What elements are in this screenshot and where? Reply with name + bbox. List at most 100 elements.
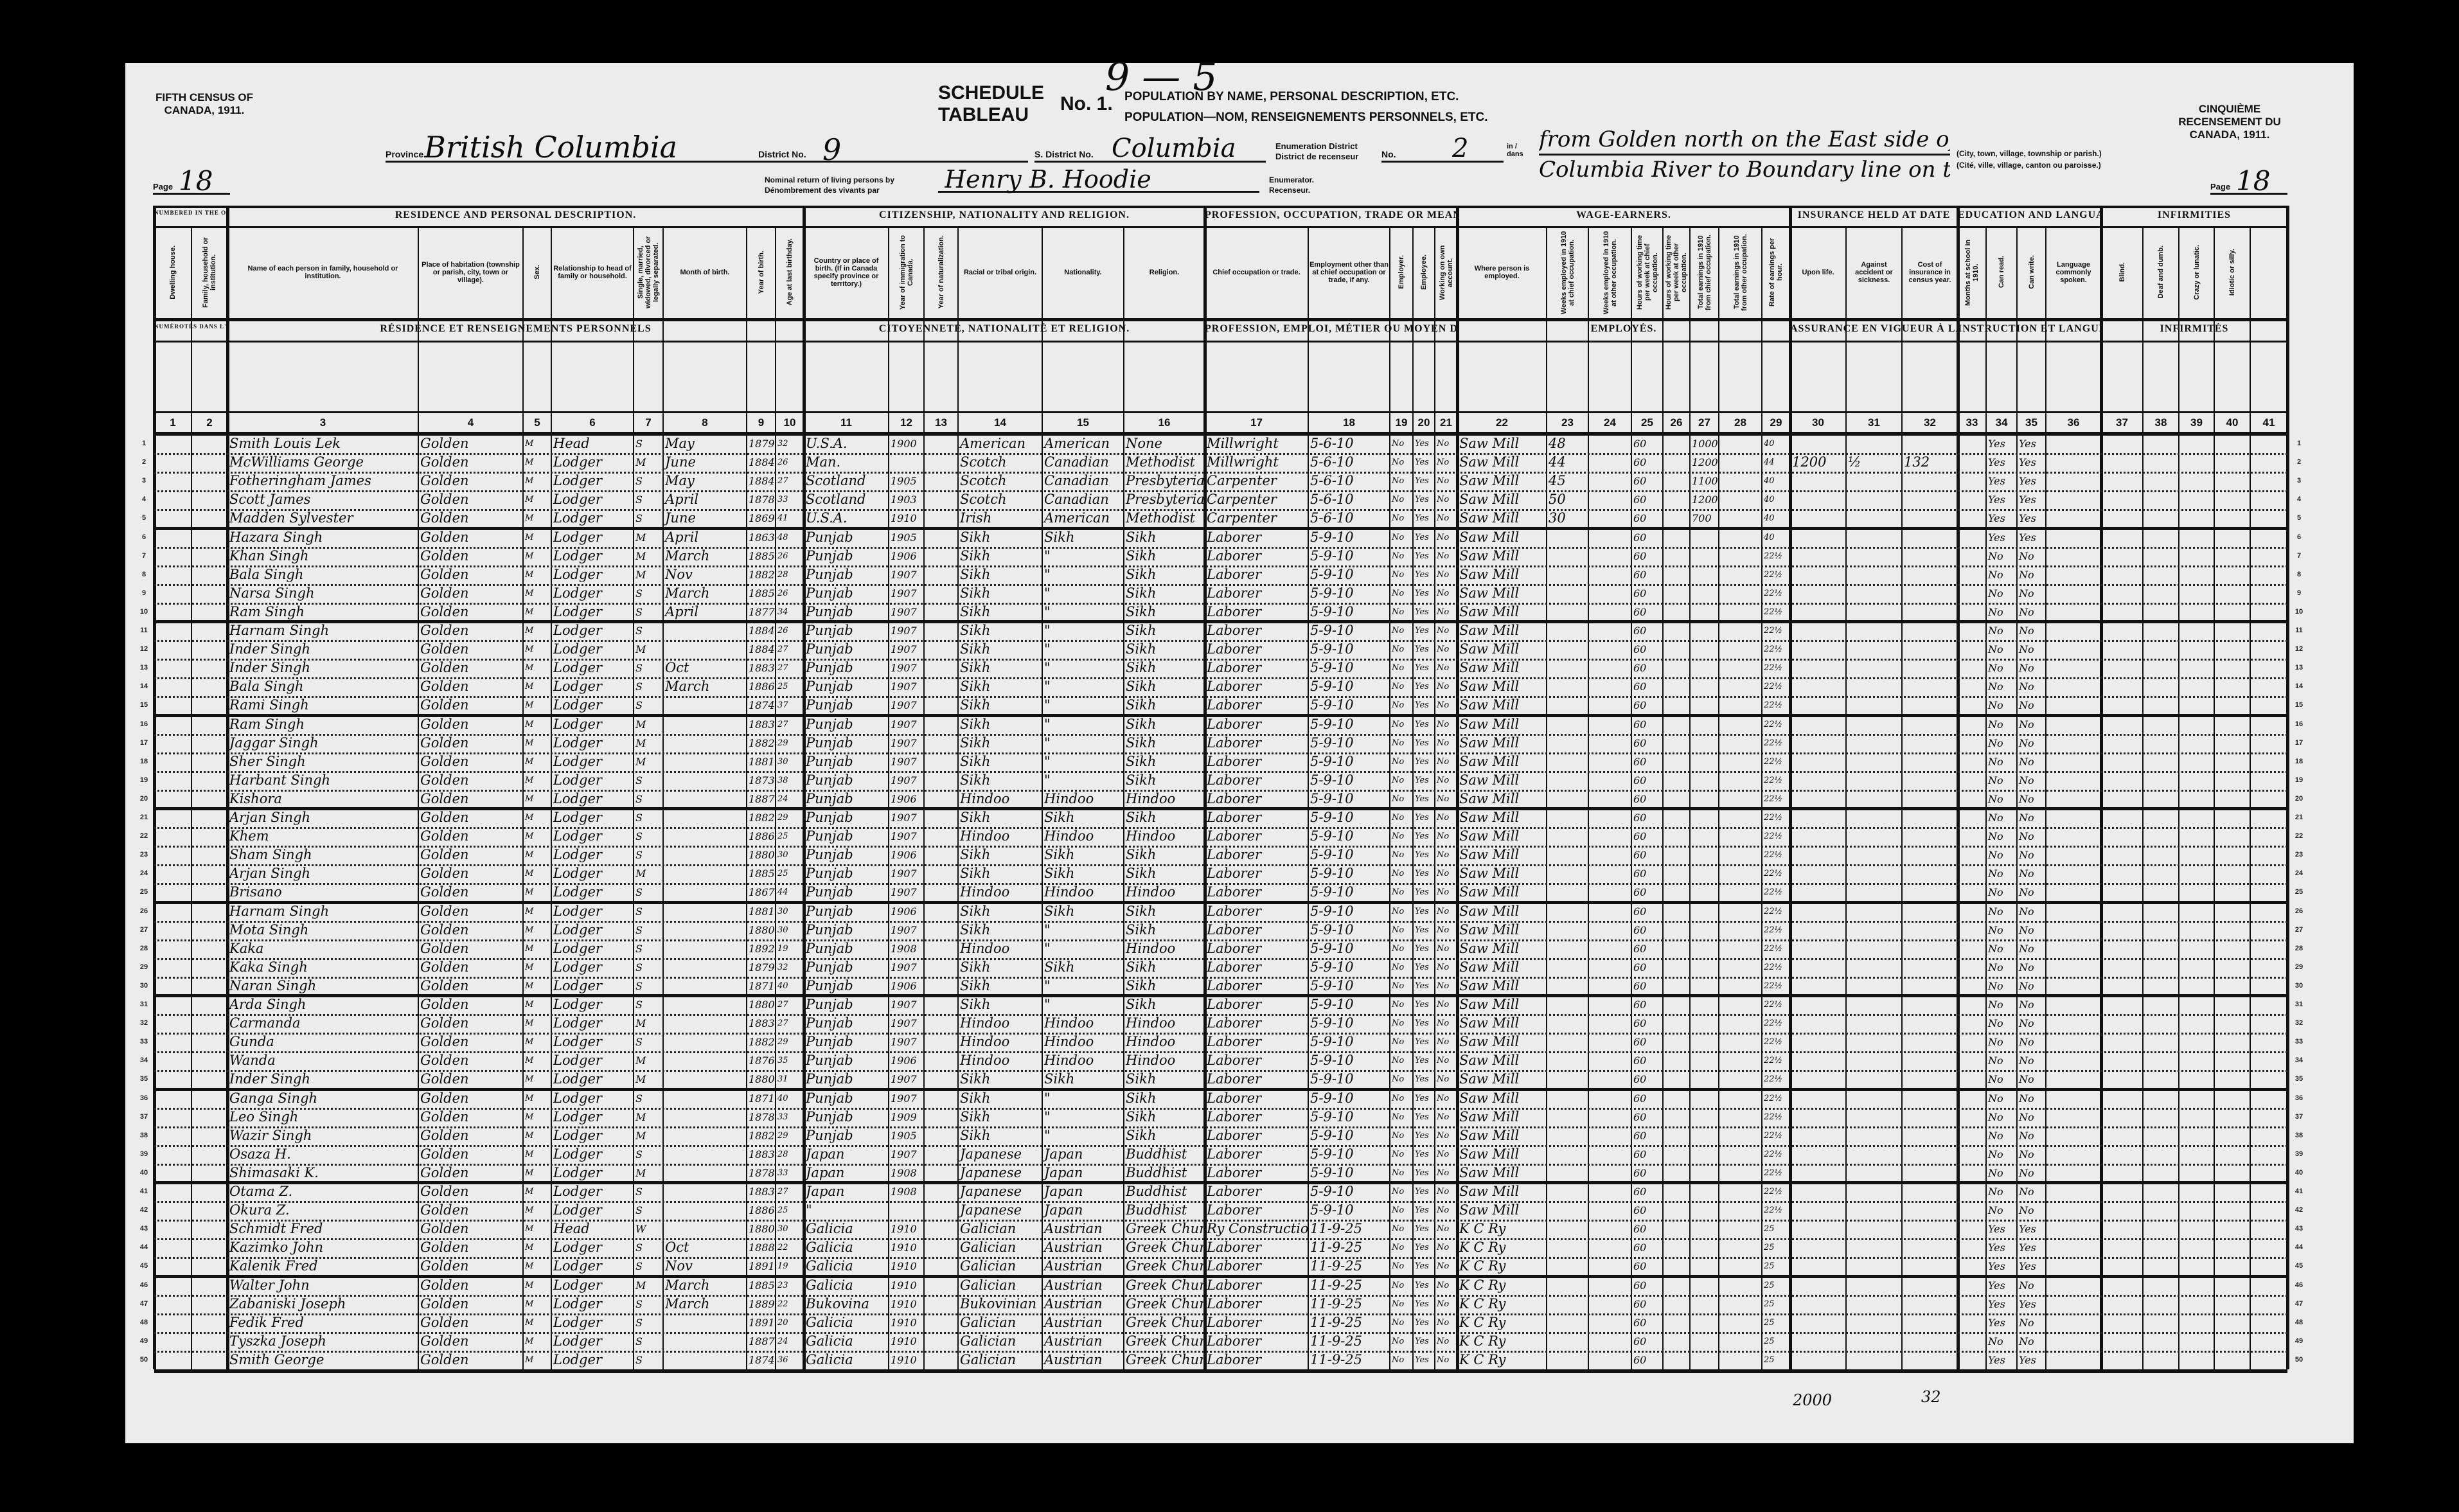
cell-col-12: 1906: [891, 905, 917, 918]
cell-col-21: No: [1437, 1336, 1450, 1346]
cell-col-15: Austrian: [1044, 1258, 1103, 1274]
cell-col-14: Sikh: [960, 1071, 991, 1087]
cell-col-20: Yes: [1415, 1093, 1429, 1103]
cell-col-16: Hindoo: [1126, 790, 1176, 806]
cell-col-27: [1690, 902, 1719, 921]
cell-col-32: [1902, 1089, 1958, 1108]
cell-col-5: M: [525, 513, 534, 524]
cell-col-3: Walter John: [229, 1277, 310, 1293]
cell-col-30: [1790, 472, 1846, 490]
group-rule: [1203, 206, 1207, 226]
cell-col-21: No: [1437, 981, 1450, 991]
cell-col-16: Buddhist: [1126, 1202, 1187, 1218]
cell-col-19: No: [1392, 1187, 1405, 1196]
cell-col-10: 34: [777, 607, 788, 617]
cell-col-18: 5-9-10: [1310, 977, 1354, 993]
cell-col-31: [1846, 808, 1902, 827]
cell-col-20: Yes: [1415, 458, 1429, 468]
cell-col-15: Canadian: [1044, 473, 1109, 489]
cell-col-25: 60: [1633, 625, 1647, 637]
cell-col-8: [663, 1145, 747, 1164]
cell-col-31: [1846, 921, 1902, 939]
cell-col-35: No: [2019, 587, 2034, 600]
line-number: 21: [139, 814, 148, 821]
cell-col-34: Yes: [1988, 531, 2005, 544]
cell-col-34: No: [1988, 587, 2003, 600]
cell-col-17: Laborer: [1207, 1108, 1262, 1125]
cell-col-22: Saw Mill: [1459, 1127, 1520, 1143]
cell-col-31: [1846, 734, 1902, 752]
row-rule: [154, 770, 2287, 773]
cell-col-7: M: [635, 867, 646, 880]
cell-col-23: [1547, 846, 1588, 864]
cell-col-35: Yes: [2019, 1241, 2036, 1254]
cell-col-6: Lodger: [553, 1015, 602, 1031]
cell-col-15: Japan: [1044, 1184, 1083, 1199]
cell-col-14: Japanese: [960, 1146, 1022, 1162]
cell-col-32: [1902, 509, 1958, 528]
cell-col-34: Yes: [1988, 438, 2005, 450]
cell-col-14: Sikh: [960, 585, 991, 601]
cell-col-16: Sikh: [1126, 641, 1157, 657]
cell-col-18: 5-9-10: [1310, 603, 1354, 619]
cell-col-10: 30: [777, 850, 788, 860]
column-rule: [1956, 226, 1960, 1369]
cell-col-29: 22½: [1764, 551, 1783, 561]
cell-col-17: Laborer: [1207, 828, 1262, 844]
cell-col-18: 11-9-25: [1310, 1295, 1362, 1312]
cell-col-9: 1880: [749, 1073, 775, 1086]
cell-col-21: No: [1437, 700, 1450, 711]
cell-col-22: Saw Mill: [1459, 866, 1520, 882]
cell-col-6: Lodger: [553, 623, 602, 638]
cell-col-22: Saw Mill: [1459, 1146, 1520, 1162]
cell-col-10: 25: [777, 1205, 788, 1216]
cell-col-31: [1846, 1295, 1902, 1313]
cell-col-31: [1846, 547, 1902, 565]
cell-col-11: Punjab: [806, 1015, 853, 1031]
cell-col-29: 22½: [1764, 1205, 1783, 1216]
cell-col-30: [1790, 1351, 1846, 1369]
cell-col-16: Greek Church: [1126, 1221, 1205, 1237]
cell-col-22: Saw Mill: [1459, 959, 1520, 975]
column-rule: [1546, 226, 1547, 1369]
line-number: 48: [139, 1318, 148, 1326]
cell-col-10: 19: [777, 1261, 788, 1272]
cell-col-23: [1547, 696, 1588, 715]
cell-col-16: Sikh: [1126, 1127, 1157, 1143]
cell-col-8: [663, 1182, 747, 1201]
cell-col-3: Otama Z.: [229, 1184, 293, 1199]
cell-col-6: Lodger: [553, 566, 602, 582]
cell-col-17: Carpenter: [1207, 492, 1277, 508]
cell-col-6: Lodger: [553, 1146, 602, 1162]
cell-col-3: Scott James: [229, 492, 311, 508]
cell-col-17: Laborer: [1207, 1071, 1262, 1087]
cell-col-9: 1883: [749, 662, 775, 675]
cell-col-4: Golden: [420, 529, 469, 545]
cell-col-32: [1902, 883, 1958, 902]
line-number: 30: [139, 981, 148, 990]
column-label-text: Crazy or lunatic.: [2192, 244, 2201, 300]
cell-col-18: 5-9-10: [1310, 716, 1354, 732]
column-rule: [1845, 226, 1847, 1369]
cell-col-6: Lodger: [553, 679, 602, 695]
cell-col-16: Sikh: [1126, 547, 1157, 564]
cell-col-5: M: [525, 943, 534, 954]
cell-col-7: S: [635, 494, 643, 506]
cell-col-32: [1902, 621, 1958, 640]
row-rule: [154, 546, 2287, 549]
cell-col-12: 1907: [891, 1148, 917, 1161]
cell-col-21: No: [1437, 532, 1450, 542]
cell-col-9: 1886: [749, 830, 775, 843]
cell-col-21: No: [1437, 756, 1450, 767]
cell-col-7: S: [635, 662, 643, 675]
column-label-text: Hours of working time per week at chief …: [1635, 235, 1659, 310]
cell-col-11: U.S.A.: [806, 510, 848, 526]
column-number: 32: [1924, 416, 1936, 429]
cell-col-34: No: [1988, 1073, 2003, 1086]
cell-col-21: No: [1437, 439, 1450, 449]
column-label-text: Employment other than at chief occupatio…: [1309, 260, 1389, 284]
cell-col-30: [1790, 771, 1846, 790]
cell-col-15: ": [1044, 940, 1051, 956]
cell-col-14: Galician: [960, 1258, 1016, 1274]
column-rule: [1788, 226, 1792, 1369]
